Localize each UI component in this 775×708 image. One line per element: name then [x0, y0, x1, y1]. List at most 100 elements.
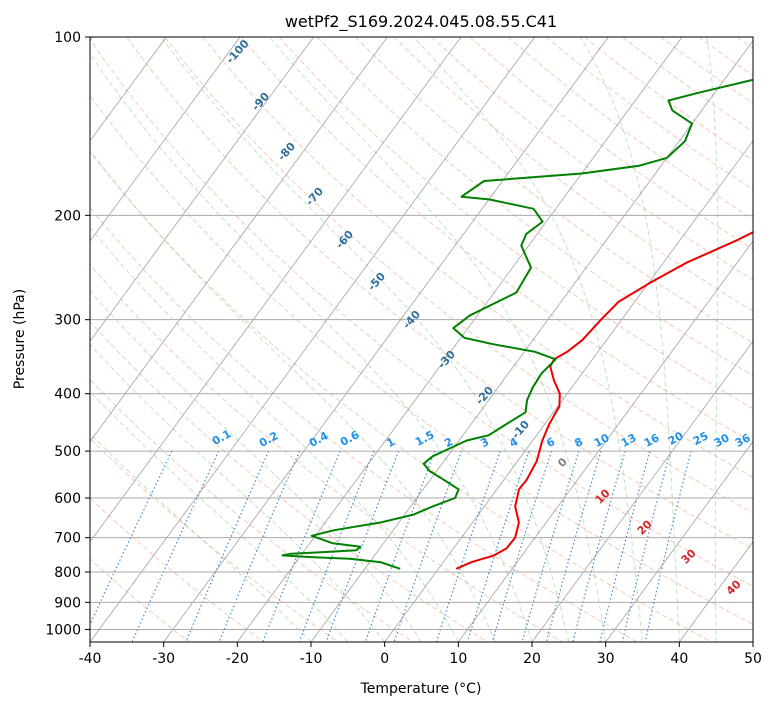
mixing-ratio-label: 30: [712, 431, 732, 450]
y-tick-label: 100: [54, 30, 81, 46]
isotherm: [531, 340, 753, 642]
mixing-ratio-label: 0.2: [257, 429, 280, 450]
mixing-ratio-line: [262, 450, 341, 642]
mixing-ratio-label: 16: [642, 431, 662, 450]
dry-adiabat: [278, 37, 753, 410]
isotherm: [605, 440, 753, 642]
mixing-ratio-line: [298, 450, 375, 642]
y-tick-label: 800: [54, 565, 81, 581]
mixing-ratio-line: [599, 450, 651, 642]
dry-adiabat: [736, 37, 753, 49]
y-axis-label: Pressure (hPa): [12, 289, 28, 389]
x-tick-label: -30: [152, 651, 175, 667]
x-tick-label: -20: [226, 651, 249, 667]
mixing-ratio-line: [621, 450, 671, 642]
moist-adiabat: [90, 149, 496, 642]
mixing-ratio-label: 0.4: [307, 429, 331, 450]
dry-adiabat: [90, 94, 753, 626]
x-tick-label: 50: [744, 651, 762, 667]
dry-adiabat-label: -80: [275, 140, 298, 164]
mixing-ratio-label: 0.6: [338, 428, 362, 449]
dry-adiabat: [660, 37, 753, 105]
dry-adiabat: [431, 37, 753, 281]
moist-adiabat-label: 10: [593, 486, 613, 506]
dry-adiabat: [90, 38, 753, 587]
dry-adiabat: [316, 37, 753, 377]
mixing-ratio-label: 6: [544, 435, 557, 450]
isotherm: [384, 140, 753, 642]
dry-adiabat: [90, 263, 563, 642]
y-tick-label: 1000: [45, 622, 81, 638]
mixing-ratio-label: 8: [572, 435, 585, 450]
x-tick-label: -40: [79, 651, 102, 667]
moist-adiabat: [413, 37, 643, 642]
mixing-ratio-line: [644, 450, 692, 642]
dry-adiabat: [698, 37, 753, 77]
line-labels: -100-90-80-70-60-50-40-30-20-10010203040…: [210, 37, 753, 598]
moist-adiabat: [90, 52, 533, 642]
moist-adiabat: [90, 390, 349, 642]
dry-adiabat-label: -90: [249, 90, 272, 114]
dry-adiabat-label: -50: [365, 270, 388, 294]
dry-adiabat-label: -20: [473, 384, 496, 408]
mixing-ratio-line: [90, 450, 173, 626]
dry-adiabat: [90, 321, 488, 642]
dry-adiabat: [126, 37, 753, 550]
x-tick-label: 40: [670, 651, 688, 667]
moist-adiabat: [269, 37, 607, 642]
x-axis-label: Temperature (°C): [360, 681, 482, 697]
dry-adiabat: [90, 497, 264, 642]
temperature-line: [455, 231, 753, 570]
isotherm: [752, 641, 753, 642]
y-tick-label: 200: [54, 208, 81, 224]
isotherm: [90, 37, 314, 342]
dry-adiabat-label: -100: [224, 37, 252, 66]
dry-adiabat: [90, 207, 638, 642]
dry-adiabat: [545, 37, 753, 190]
background-lines: [90, 37, 753, 642]
axis-ticks: -40 -30 -20 -10 0 10 20 30 40 5010020030040050060…: [45, 30, 762, 667]
y-tick-label: 300: [54, 313, 81, 329]
x-tick-label: 10: [449, 651, 467, 667]
moist-adiabat: [90, 432, 312, 642]
isotherm: [90, 37, 241, 242]
y-tick-label: 400: [54, 387, 81, 403]
dry-adiabat: [393, 37, 753, 312]
x-tick-label: 0: [380, 651, 389, 667]
dewpoint-line: [281, 78, 753, 570]
isotherm: [458, 240, 753, 642]
mixing-ratio-line: [466, 450, 530, 642]
dry-adiabat: [90, 150, 712, 642]
x-tick-label: -10: [300, 651, 323, 667]
mixing-ratio-line: [393, 450, 463, 642]
y-tick-label: 900: [54, 595, 81, 611]
moist-adiabat: [160, 37, 570, 642]
isotherm: [237, 37, 683, 642]
dry-adiabat: [240, 37, 753, 444]
moist-adiabat: [90, 290, 422, 642]
isotherm: [310, 39, 753, 642]
mixing-ratio-line: [131, 450, 220, 642]
mixing-ratio-line: [325, 450, 400, 642]
dry-adiabat-label: -70: [303, 185, 326, 209]
mixing-ratio-label: 36: [733, 431, 753, 450]
mixing-ratio-label: 3: [478, 435, 491, 450]
mixing-ratio-label: 0.1: [210, 427, 233, 448]
isotherm: [90, 37, 167, 142]
moist-adiabat-label: 30: [679, 546, 699, 566]
mixing-ratio-label: 1: [384, 435, 397, 450]
mixing-ratio-label: 1.5: [413, 428, 436, 449]
dry-adiabat-label: -60: [333, 228, 356, 252]
y-tick-label: 600: [54, 491, 81, 507]
moist-adiabat: [90, 226, 459, 642]
mixing-ratio-line: [572, 450, 626, 642]
chart-title: wetPf2_S169.2024.045.08.55.C41: [285, 12, 557, 32]
mixing-ratio-line: [545, 450, 602, 642]
mixing-ratio-label: 25: [691, 429, 711, 448]
isotherm: [163, 37, 609, 642]
dry-adiabat: [90, 437, 339, 642]
moist-adiabat: [579, 37, 680, 642]
moist-adiabat: [706, 37, 719, 642]
plot-frame: [89, 36, 754, 643]
